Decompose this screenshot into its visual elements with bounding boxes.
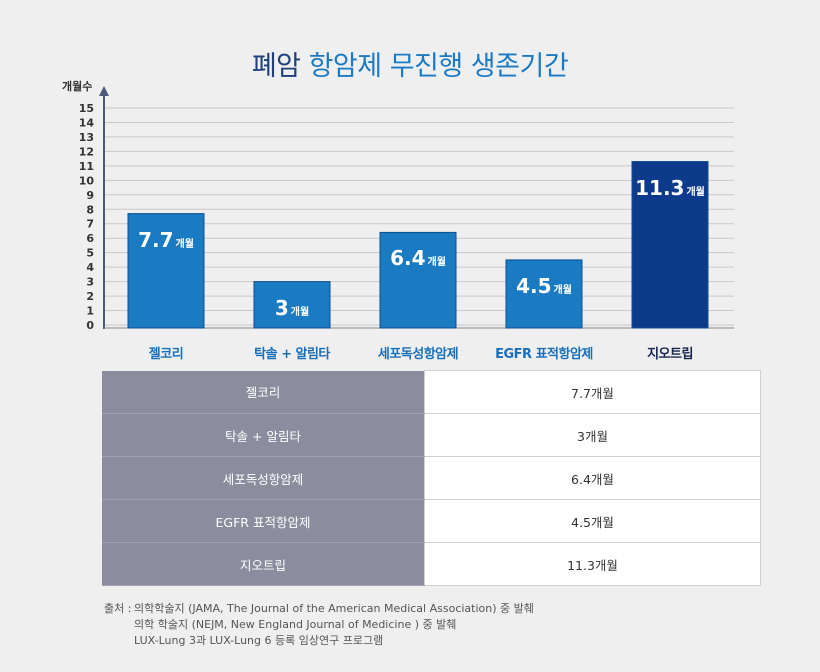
bar [253, 281, 331, 329]
bar-value-unit: 개월 [553, 284, 572, 296]
bar-value-label: 3 개월 [247, 296, 337, 320]
source-line-3: LUX-Lung 3과 LUX-Lung 6 등록 임상연구 프로그램 [134, 634, 384, 647]
y-tick-label: 13 [79, 131, 94, 144]
table-cell-value: 7.7개월 [424, 370, 761, 414]
y-axis-label: 개월수 [62, 80, 93, 93]
bar-value: 7.7 [138, 227, 174, 252]
y-tick-label: 2 [86, 290, 94, 303]
source-line-2: 의학 학술지 (NEJM, New England Journal of Med… [134, 618, 457, 631]
y-tick-label: 7 [86, 218, 94, 231]
x-category-label: 탁솔 + 알림타 [254, 347, 330, 362]
y-tick-label: 9 [86, 189, 94, 202]
table-row: EGFR 표적항암제 4.5개월 [102, 499, 761, 543]
table-cell-value: 6.4개월 [424, 456, 761, 500]
table-row: 탁솔 + 알림타 3개월 [102, 413, 761, 457]
y-tick-label: 15 [79, 102, 94, 115]
bar-value-label: 6.4 개월 [373, 246, 463, 270]
y-axis-arrow-icon [99, 86, 109, 96]
summary-table: 젤코리 7.7개월 탁솔 + 알림타 3개월 세포독성항암제 6.4개월 EGFR 표적항암… [102, 370, 761, 586]
bar [127, 213, 205, 329]
chart-title: 폐암 항암제 무진행 생존기간 [0, 44, 820, 83]
source-line-1: 의학학술지 (JAMA, The Journal of the American… [134, 602, 534, 615]
y-tick-label: 10 [79, 174, 95, 187]
x-category-label: 세포독성항암제 [377, 347, 459, 362]
table-cell-drug: 세포독성항암제 [102, 456, 425, 500]
bar-value-unit: 개월 [427, 257, 446, 269]
y-tick-label: 1 [86, 305, 94, 318]
x-category-label: EGFR 표적항암제 [495, 347, 593, 362]
y-tick-label: 12 [79, 145, 94, 158]
table-cell-value: 4.5개월 [424, 499, 761, 543]
table-cell-value: 11.3개월 [424, 542, 761, 586]
y-tick-label: 11 [79, 160, 94, 173]
table-cell-drug: EGFR 표적항암제 [102, 499, 425, 543]
source-note: 출처 : 의학학술지 (JAMA, The Journal of the Amer… [104, 601, 534, 649]
bar [505, 259, 583, 329]
y-tick-label: 6 [86, 232, 94, 245]
title-part2: 항암제 무진행 생존기간 [308, 51, 569, 82]
bar-value-unit: 개월 [290, 306, 310, 318]
y-tick-label: 3 [86, 276, 94, 289]
table-row: 지오트립 11.3개월 [102, 542, 761, 586]
x-category-label: 젤코리 [148, 347, 184, 362]
y-tick-label: 8 [86, 203, 94, 216]
bar-value-unit: 개월 [686, 186, 705, 198]
table-cell-drug: 지오트립 [102, 542, 425, 586]
bar-value: 4.5 [516, 273, 552, 298]
bar-value-label: 11.3 개월 [625, 176, 715, 200]
y-tick-label: 14 [79, 116, 95, 129]
bar-value: 6.4 [390, 246, 426, 271]
table-cell-value: 3개월 [424, 413, 761, 457]
bar [631, 161, 709, 329]
bar-value: 3 [274, 295, 289, 320]
table-row: 젤코리 7.7개월 [102, 370, 761, 414]
bar-value-label: 4.5 개월 [499, 274, 589, 298]
table-row: 세포독성항암제 6.4개월 [102, 456, 761, 500]
table-cell-drug: 젤코리 [102, 370, 425, 414]
bar-value-unit: 개월 [175, 238, 194, 250]
bar-value-label: 7.7 개월 [121, 228, 211, 252]
bar [379, 231, 457, 329]
source-label: 출처 : [104, 602, 132, 615]
y-tick-label: 4 [86, 261, 94, 274]
bar-value: 11.3 [635, 175, 685, 200]
title-part1: 폐암 [251, 51, 301, 82]
y-tick-label: 5 [86, 247, 94, 260]
y-tick-label: 0 [86, 319, 94, 332]
x-category-label: 지오트립 [647, 347, 693, 362]
table-cell-drug: 탁솔 + 알림타 [102, 413, 425, 457]
